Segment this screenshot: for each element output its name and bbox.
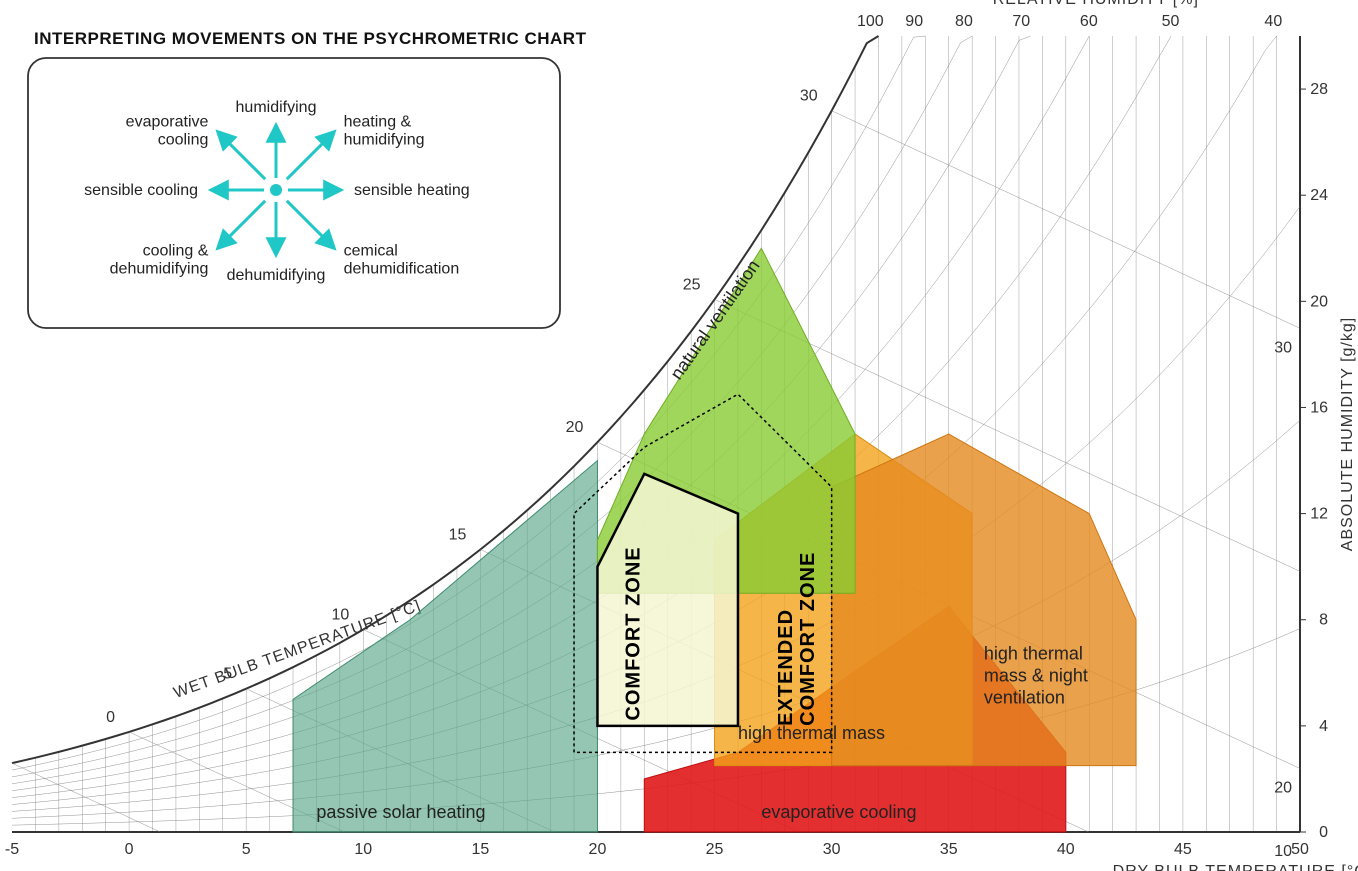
- label-evap-cooling: evaporative cooling: [761, 802, 916, 822]
- wb-num-right: 20: [1274, 780, 1292, 797]
- wb-tick: 25: [683, 276, 701, 293]
- y-axis-title: ABSOLUTE HUMIDITY [g/kg]: [1339, 317, 1356, 551]
- y-tick: 0: [1319, 824, 1328, 841]
- wb-num-right: 30: [1274, 339, 1292, 356]
- legend-label-evap_cool: evaporative: [126, 113, 209, 130]
- rh-tick: 50: [1162, 13, 1180, 30]
- x-tick: 15: [471, 841, 489, 858]
- label-comfort-ext: EXTENDED: [775, 609, 797, 726]
- rh-tick: 80: [955, 13, 973, 30]
- legend-label-dehumid: dehumidifying: [227, 267, 326, 284]
- psychrometric-chart: 100908070605040RELATIVE HUMIDITY [%]-505…: [0, 0, 1358, 871]
- x-tick: 30: [823, 841, 841, 858]
- rh-tick: 60: [1080, 13, 1098, 30]
- x-tick: 20: [589, 841, 607, 858]
- x-tick: 40: [1057, 841, 1075, 858]
- label-htm-night: ventilation: [984, 688, 1065, 708]
- legend-label-chem_dehum: cemical: [344, 243, 398, 260]
- wb-tick: 15: [449, 526, 467, 543]
- y-tick: 28: [1310, 81, 1328, 98]
- rh-tick: 40: [1264, 13, 1282, 30]
- label-passive-solar: passive solar heating: [316, 802, 485, 822]
- wb-tick: 10: [331, 607, 349, 624]
- label-htm-night: mass & night: [984, 666, 1088, 686]
- legend-label-evap_cool: cooling: [158, 131, 209, 148]
- legend-label-cool_dehum: dehumidifying: [110, 261, 209, 278]
- legend-label-heat_humid: humidifying: [344, 131, 425, 148]
- y-tick: 20: [1310, 293, 1328, 310]
- legend-center-dot: [270, 184, 282, 196]
- label-comfort: COMFORT ZONE: [623, 546, 645, 720]
- x-tick: -5: [5, 841, 19, 858]
- rh-axis-title: RELATIVE HUMIDITY [%]: [993, 0, 1199, 8]
- x-tick: 0: [125, 841, 134, 858]
- legend-label-sens_heat: sensible heating: [354, 182, 470, 199]
- y-tick: 24: [1310, 187, 1328, 204]
- y-tick: 4: [1319, 718, 1328, 735]
- x-tick: 35: [940, 841, 958, 858]
- x-tick: 10: [354, 841, 372, 858]
- wb-tick: 30: [800, 88, 818, 105]
- wb-tick: 0: [106, 709, 115, 726]
- x-tick: 50: [1291, 841, 1309, 858]
- legend-label-sens_cool: sensible cooling: [84, 182, 198, 199]
- legend-label-heat_humid: heating &: [344, 113, 412, 130]
- legend-label-cool_dehum: cooling &: [143, 243, 209, 260]
- legend-label-chem_dehum: dehumidification: [344, 261, 460, 278]
- x-tick: 25: [706, 841, 724, 858]
- x-tick: 45: [1174, 841, 1192, 858]
- rh-tick: 70: [1012, 13, 1030, 30]
- y-tick: 8: [1319, 612, 1328, 629]
- wb-num-right: 10: [1274, 843, 1292, 860]
- rh-tick: 90: [905, 13, 923, 30]
- label-htm-night: high thermal: [984, 644, 1083, 664]
- y-tick: 16: [1310, 399, 1328, 416]
- legend-title: INTERPRETING MOVEMENTS ON THE PSYCHROMET…: [34, 29, 587, 48]
- wb-tick: 20: [566, 419, 584, 436]
- label-comfort-ext: COMFORT ZONE: [797, 552, 819, 726]
- x-axis-title: DRY BULB TEMPERATURE [°C]: [1113, 863, 1358, 871]
- rh-tick: 100: [857, 13, 884, 30]
- legend-label-humidifying: humidifying: [236, 99, 317, 116]
- x-tick: 5: [242, 841, 251, 858]
- y-tick: 12: [1310, 506, 1328, 523]
